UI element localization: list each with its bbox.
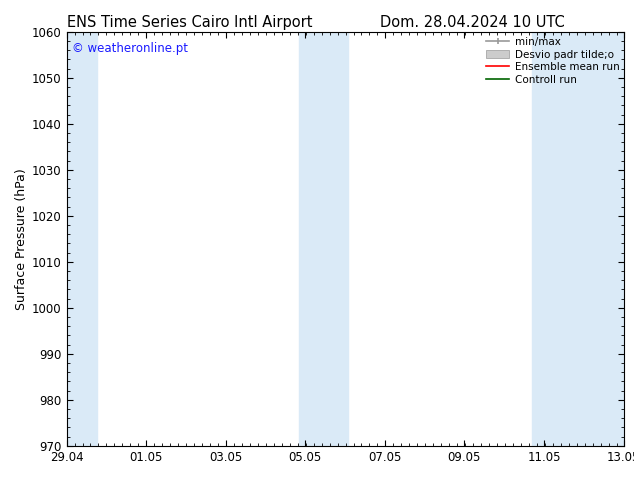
- Bar: [299, 32, 348, 446]
- Text: © weatheronline.pt: © weatheronline.pt: [72, 42, 188, 55]
- Text: Dom. 28.04.2024 10 UTC: Dom. 28.04.2024 10 UTC: [380, 15, 565, 30]
- Legend: min/max, Desvio padr tilde;o, Ensemble mean run, Controll run: min/max, Desvio padr tilde;o, Ensemble m…: [483, 34, 623, 88]
- Bar: [67, 32, 98, 446]
- Bar: [531, 32, 624, 446]
- Y-axis label: Surface Pressure (hPa): Surface Pressure (hPa): [15, 168, 28, 310]
- Text: ENS Time Series Cairo Intl Airport: ENS Time Series Cairo Intl Airport: [67, 15, 313, 30]
